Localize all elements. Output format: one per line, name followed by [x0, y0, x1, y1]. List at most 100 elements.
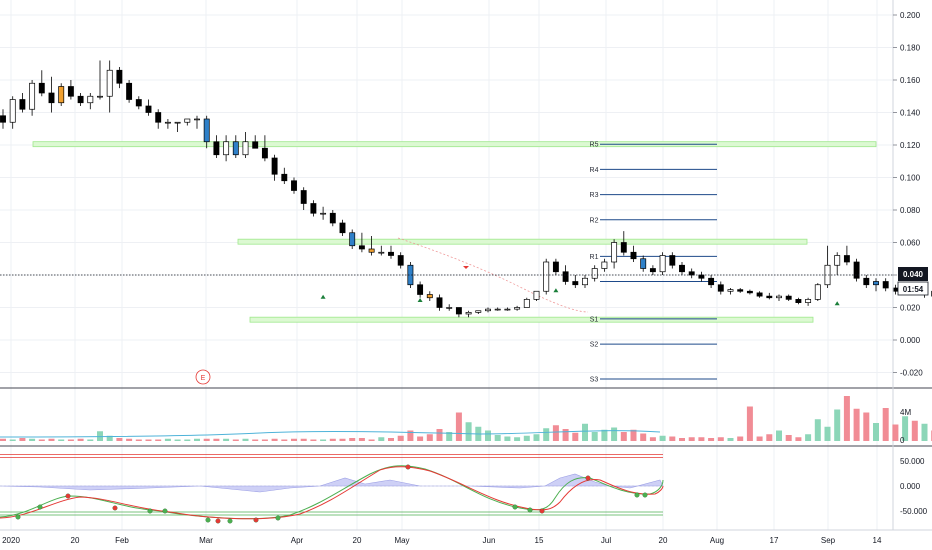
candle[interactable] [126, 80, 133, 103]
candle[interactable] [737, 288, 744, 293]
candle[interactable] [795, 297, 802, 305]
candle[interactable] [853, 258, 860, 282]
candle[interactable] [368, 236, 375, 256]
candle[interactable] [475, 310, 482, 314]
candle[interactable] [436, 294, 443, 311]
candle[interactable] [232, 135, 239, 158]
candle[interactable] [0, 109, 6, 129]
candle[interactable] [106, 60, 113, 113]
candle[interactable] [223, 135, 230, 162]
oscillator-pane[interactable] [0, 454, 664, 524]
candle[interactable] [378, 245, 385, 256]
candle[interactable] [281, 167, 288, 184]
earnings-event-marker[interactable]: E [195, 369, 211, 385]
candle[interactable] [766, 292, 773, 300]
candle[interactable] [135, 96, 142, 110]
candle[interactable] [446, 304, 453, 311]
candle[interactable] [756, 291, 763, 298]
candle[interactable] [407, 262, 414, 288]
candle[interactable] [417, 281, 424, 298]
candle[interactable] [300, 187, 307, 210]
candle[interactable] [843, 245, 850, 266]
candle[interactable] [320, 206, 327, 220]
candle[interactable] [552, 258, 559, 275]
candle[interactable] [708, 275, 715, 288]
candle[interactable] [242, 132, 249, 158]
candle[interactable] [805, 297, 812, 306]
candle[interactable] [620, 231, 627, 256]
candle[interactable] [727, 288, 734, 295]
candle[interactable] [543, 258, 550, 295]
pivot-label-r2: R2 [590, 217, 599, 224]
candle[interactable] [174, 121, 181, 132]
candle[interactable] [834, 252, 841, 275]
candle[interactable] [669, 252, 676, 269]
candle[interactable] [58, 83, 65, 106]
candle[interactable] [523, 297, 530, 308]
candle[interactable] [640, 255, 647, 272]
candle[interactable] [203, 115, 210, 149]
candle[interactable] [339, 219, 346, 236]
candle[interactable] [291, 177, 297, 194]
candle[interactable] [97, 60, 103, 100]
candle[interactable] [649, 265, 656, 275]
candle[interactable] [67, 80, 74, 100]
candle[interactable] [785, 294, 792, 302]
candle[interactable] [494, 307, 501, 311]
candle[interactable] [261, 135, 268, 162]
candle[interactable] [358, 232, 365, 253]
price-candles[interactable] [0, 60, 932, 318]
candle[interactable] [38, 70, 45, 97]
candle[interactable] [824, 245, 831, 288]
candle[interactable] [349, 229, 356, 250]
candle[interactable] [271, 154, 278, 181]
candle[interactable] [252, 135, 259, 149]
candle[interactable] [892, 284, 899, 295]
candle[interactable] [87, 93, 94, 110]
candle[interactable] [873, 278, 879, 292]
candle[interactable] [388, 245, 394, 259]
candle[interactable] [611, 239, 618, 269]
candle[interactable] [882, 278, 889, 292]
candle[interactable] [19, 93, 26, 113]
candle[interactable] [116, 67, 123, 89]
candle[interactable] [514, 305, 521, 311]
candle[interactable] [485, 307, 491, 313]
candle[interactable] [688, 268, 695, 279]
candle[interactable] [9, 96, 16, 129]
candle[interactable] [184, 118, 191, 126]
candle[interactable] [601, 258, 608, 272]
candle[interactable] [145, 99, 152, 116]
candle[interactable] [455, 307, 462, 318]
candle[interactable] [776, 294, 782, 302]
candle[interactable] [572, 275, 579, 288]
candle[interactable] [698, 271, 705, 282]
candle[interactable] [679, 262, 685, 275]
candle[interactable] [562, 265, 569, 285]
candle[interactable] [591, 265, 598, 282]
candle[interactable] [77, 93, 84, 106]
candle[interactable] [465, 310, 472, 318]
candle[interactable] [48, 76, 55, 113]
time-axis[interactable]: 2020 20 Feb Mar Apr 20 May Jun 15 Jul 20 Aug 17 Sep 14 [2, 536, 882, 545]
candle[interactable] [164, 119, 171, 129]
volume-pane[interactable] [0, 396, 932, 441]
candle[interactable] [814, 283, 821, 301]
candle[interactable] [504, 307, 511, 311]
candle[interactable] [310, 200, 317, 217]
candle[interactable] [155, 109, 162, 129]
candle[interactable] [863, 275, 870, 288]
candle[interactable] [533, 290, 540, 301]
candle[interactable] [746, 289, 753, 295]
candle[interactable] [717, 281, 724, 295]
candle[interactable] [29, 80, 36, 116]
candle[interactable] [582, 275, 588, 288]
candle[interactable] [194, 115, 200, 129]
candle[interactable] [213, 135, 220, 158]
candle[interactable] [397, 252, 404, 269]
candle[interactable] [630, 245, 637, 262]
candle[interactable] [329, 210, 336, 227]
candle[interactable] [426, 291, 433, 301]
candle[interactable] [659, 252, 666, 275]
